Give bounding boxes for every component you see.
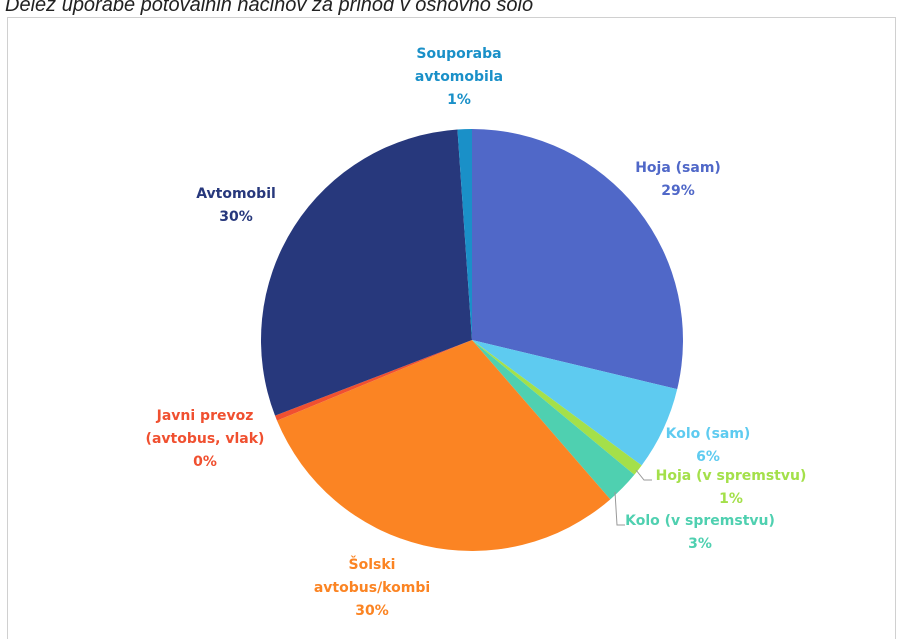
slice-label: Šolski avtobus/kombi	[314, 555, 430, 596]
value-label: 3%	[688, 536, 712, 552]
slice-label: Kolo (v spremstvu)	[625, 513, 775, 529]
slice-label: Souporaba avtomobila	[415, 46, 503, 85]
pie-slice	[457, 129, 472, 340]
leader-line	[614, 491, 625, 526]
pie-slice	[275, 340, 472, 421]
pie-slice	[261, 129, 472, 416]
pie-slice	[472, 340, 642, 475]
pie-slice	[276, 340, 611, 551]
value-label: 29%	[661, 183, 695, 199]
slice-label: Javni prevoz (avtobus, vlak)	[146, 408, 265, 447]
value-label: 30%	[355, 603, 389, 619]
value-label: 1%	[447, 92, 471, 108]
value-label: 6%	[696, 449, 720, 465]
value-label: 1%	[719, 491, 743, 507]
slice-label: Avtomobil	[196, 186, 276, 202]
slice-label: Hoja (sam)	[635, 160, 721, 176]
value-label: 30%	[219, 209, 253, 225]
slice-label: Kolo (sam)	[666, 426, 751, 442]
value-label: 0%	[193, 454, 217, 470]
chart-title: Delež uporabe potovalnih načinov za prih…	[5, 0, 533, 16]
pie-slice	[472, 340, 678, 466]
pie-slice	[472, 129, 683, 390]
slice-label: Hoja (v spremstvu)	[656, 468, 807, 484]
leader-line	[635, 469, 652, 481]
pie-slice	[472, 340, 635, 500]
